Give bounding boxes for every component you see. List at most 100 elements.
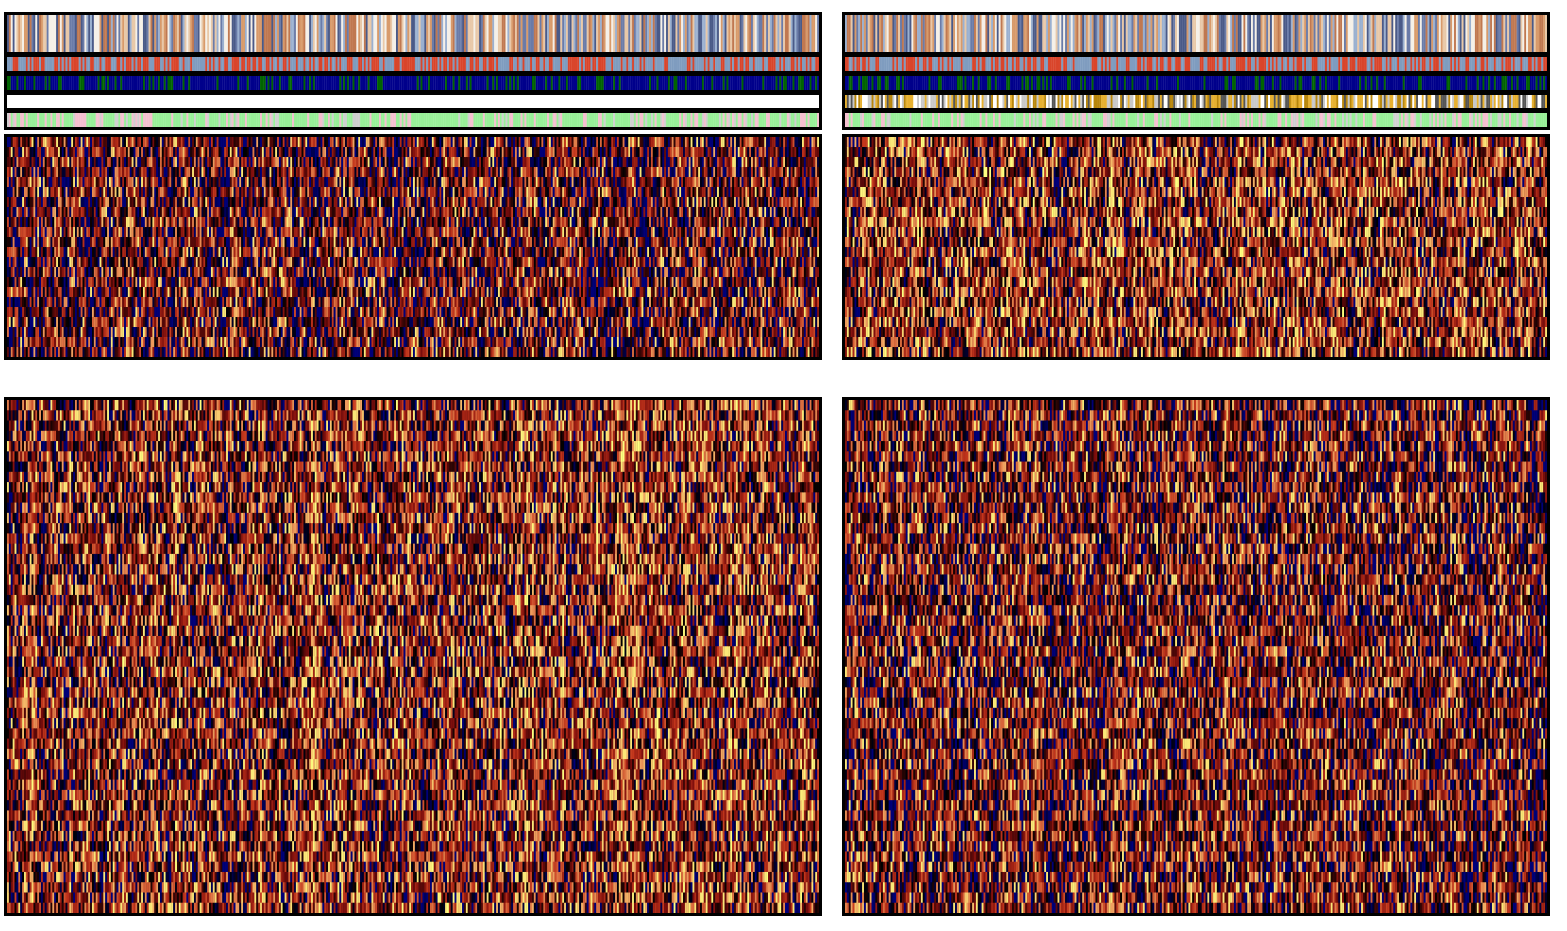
heatmap-cell [22, 297, 24, 308]
left-track-1-cell [49, 15, 51, 52]
heatmap-cell [33, 217, 35, 228]
left-track-3-cell [804, 76, 806, 90]
right-track-4-cell [974, 95, 976, 108]
right-track-5-cell [1249, 113, 1251, 127]
right-track-2-cell [1390, 57, 1392, 71]
right-track-4-cell [923, 95, 925, 108]
heatmap-cell [120, 347, 122, 357]
left-track-1-cell [626, 15, 628, 52]
left-track-5-cell [490, 113, 492, 127]
heatmap-cell [49, 297, 51, 308]
left-track-5-cell [811, 113, 813, 127]
left-track-3-cell [98, 76, 100, 90]
heatmap-cell [94, 327, 96, 338]
right-track-2-cell [930, 57, 932, 71]
heatmap-cell [50, 227, 52, 238]
right-track-2-cell [889, 57, 891, 71]
right-track-1-cell [1378, 15, 1380, 52]
right-track-3-cell [970, 76, 972, 90]
right-track-1-cell [887, 15, 889, 52]
right-track-3-cell [966, 76, 968, 90]
left-track-5-cell [353, 113, 355, 127]
left-track-2-cell [793, 57, 795, 71]
heatmap-cell [98, 147, 100, 158]
right-track-3-cell [1297, 76, 1299, 90]
right-track-4-cell [1073, 95, 1075, 108]
right-track-3-cell [919, 76, 921, 90]
heatmap-cell [118, 327, 120, 338]
right-track-5-cell [1141, 113, 1143, 127]
right-track-4-cell [1001, 95, 1003, 108]
right-track-5-cell [1185, 113, 1187, 127]
right-track-1-cell [1010, 15, 1012, 52]
heatmap-cell [83, 277, 85, 288]
heatmap-cell [66, 327, 68, 338]
left-track-2-cell [300, 57, 302, 71]
heatmap-cell [88, 317, 90, 328]
left-track-5-cell [655, 113, 657, 127]
right-track-2-cell [1008, 57, 1010, 71]
heatmap-cell [54, 227, 56, 238]
right-track-1-cell [891, 15, 893, 52]
heatmap-cell [18, 297, 20, 308]
left-track-1-cell [760, 15, 762, 52]
left-track-1-cell [470, 15, 472, 52]
right-track-2-cell [1166, 57, 1168, 71]
right-track-4-cell [1289, 95, 1291, 108]
left-track-2-cell [343, 57, 345, 71]
left-track-3-cell [422, 76, 424, 90]
right-track-2-cell [904, 57, 906, 71]
right-track-1-cell [957, 15, 959, 52]
heatmap-cell [52, 337, 54, 348]
heatmap-cell [109, 287, 111, 298]
left-track-2-cell [54, 57, 56, 71]
heatmap-cell [37, 327, 39, 338]
heatmap-cell [90, 227, 92, 238]
right-track-5-cell [1226, 113, 1228, 127]
heatmap-cell [71, 247, 73, 258]
heatmap-cell [109, 187, 111, 198]
right-track-3-cell [910, 76, 912, 90]
right-track-4-cell [1207, 95, 1209, 108]
heatmap-cell [9, 187, 11, 198]
left-track-5-cell [69, 113, 71, 127]
right-track-4-cell [1308, 95, 1310, 108]
left-track-3-cell [96, 76, 98, 90]
heatmap-cell [120, 147, 122, 158]
heatmap-cell [47, 277, 49, 288]
left-track-1-cell [704, 15, 706, 52]
left-track-1-cell [186, 15, 188, 52]
right-track-4-cell [991, 95, 993, 108]
right-track-3-cell [1025, 76, 1027, 90]
right-track-1-cell [965, 15, 967, 52]
left-track-5-cell [215, 113, 217, 127]
heatmap-cell [118, 287, 120, 298]
left-track-1-cell [692, 15, 694, 52]
left-track-5-cell [156, 113, 158, 127]
heatmap-cell [30, 217, 32, 228]
heatmap-cell [101, 247, 103, 258]
heatmap-cell [13, 247, 15, 258]
left-track-3-cell [430, 76, 432, 90]
heatmap-cell [101, 257, 103, 268]
right-track-4-cell [1329, 95, 1331, 108]
heatmap-cell [77, 227, 79, 238]
left-track-2-cell [230, 57, 232, 71]
right-track-2-cell [1475, 57, 1477, 71]
left-track-1-cell [339, 15, 341, 52]
heatmap-cell [73, 347, 75, 357]
heatmap-cell [37, 157, 39, 168]
right-track-2-cell [1323, 57, 1325, 71]
right-track-1-cell [1420, 15, 1422, 52]
heatmap-cell [124, 147, 126, 158]
right-track-1-cell [921, 15, 923, 52]
heatmap-cell [16, 277, 18, 288]
right-track-1-cell [951, 15, 953, 52]
heatmap-cell [33, 207, 35, 218]
heatmap-cell [101, 267, 103, 278]
right-track-1-cell [892, 15, 894, 52]
left-track-1-cell [791, 15, 793, 52]
right-track-4-cell [1405, 95, 1407, 108]
heatmap-cell [9, 197, 11, 208]
right-track-5-cell [1175, 113, 1177, 127]
